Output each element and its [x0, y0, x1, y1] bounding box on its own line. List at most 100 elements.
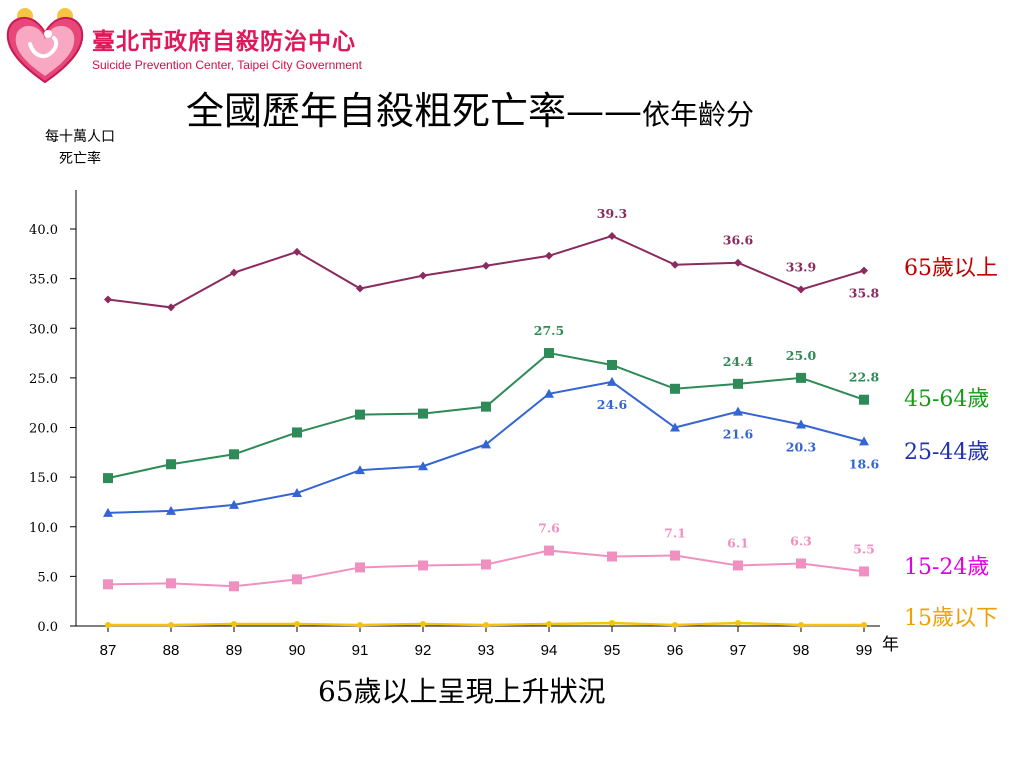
x-tick-label: 98 [793, 642, 810, 659]
data-point [166, 505, 176, 515]
data-label: 7.6 [538, 521, 560, 536]
y-axis-unit: 每十萬人口 死亡率 [30, 126, 130, 170]
data-point [355, 562, 365, 573]
x-tick-label: 92 [415, 642, 432, 659]
y-tick-label: 15.0 [29, 471, 58, 486]
data-point [105, 622, 111, 629]
data-point [859, 436, 869, 446]
data-label: 6.1 [727, 535, 749, 550]
data-label: 27.5 [534, 323, 564, 338]
series-label-65-plus: 65歲以上 [904, 256, 998, 281]
data-point [229, 499, 239, 509]
y-tick-label: 10.0 [29, 521, 58, 536]
x-tick-label: 94 [541, 642, 558, 659]
data-point [859, 394, 869, 405]
data-label: 18.6 [849, 456, 880, 471]
x-tick-label: 87 [100, 642, 117, 659]
data-point [546, 621, 552, 628]
page-title: 全國歷年自殺粗死亡率——依年齡分 [186, 80, 754, 135]
data-point [798, 622, 804, 629]
data-point [735, 620, 741, 627]
data-point [544, 348, 554, 359]
data-point [607, 359, 617, 370]
data-point [861, 622, 867, 629]
x-tick-label: 96 [667, 642, 684, 659]
data-point [418, 560, 428, 571]
data-point [420, 621, 426, 628]
data-point [544, 545, 554, 556]
y-tick-label: 35.0 [29, 273, 58, 288]
x-tick-label: 89 [226, 642, 243, 659]
data-label: 33.9 [786, 260, 816, 275]
chart-caption: 65歲以上呈現上升狀況 [318, 675, 606, 708]
data-label: 21.6 [723, 427, 754, 442]
data-point [859, 566, 869, 577]
data-point [482, 261, 490, 270]
data-point [670, 550, 680, 561]
data-point [481, 559, 491, 570]
data-point [294, 621, 300, 628]
data-label: 39.3 [597, 206, 627, 221]
data-point [797, 285, 805, 294]
data-point [418, 461, 428, 471]
y-unit-line2: 死亡率 [59, 151, 101, 167]
data-label: 35.8 [849, 286, 880, 301]
title-sub: 依年齡分 [642, 98, 755, 131]
data-point [292, 488, 302, 498]
y-tick-label: 20.0 [29, 422, 58, 437]
data-label: 5.5 [853, 541, 875, 556]
data-point [293, 247, 301, 256]
data-label: 36.6 [723, 233, 754, 248]
data-point [356, 284, 364, 293]
data-point [671, 260, 679, 269]
x-tick-label: 99 [856, 642, 873, 659]
series-label-15-24: 15-24歲 [904, 555, 990, 580]
data-label: 7.1 [664, 526, 686, 541]
data-point [292, 427, 302, 438]
data-label: 24.4 [723, 354, 754, 369]
data-point [733, 378, 743, 389]
heart-logo-icon [6, 8, 84, 84]
data-point [608, 231, 616, 240]
data-point [103, 579, 113, 590]
data-label: 6.3 [790, 533, 812, 548]
data-point [103, 473, 113, 484]
data-point [670, 422, 680, 432]
y-tick-label: 40.0 [29, 223, 58, 238]
y-tick-label: 25.0 [29, 372, 58, 387]
y-unit-line1: 每十萬人口 [45, 129, 115, 145]
data-label: 24.6 [597, 397, 628, 412]
data-point [481, 401, 491, 412]
y-tick-label: 30.0 [29, 322, 58, 337]
data-point [733, 560, 743, 571]
data-point [609, 620, 615, 627]
series-label-45-64: 45-64歲 [904, 387, 990, 412]
data-point [355, 465, 365, 475]
data-point [229, 449, 239, 460]
data-point [544, 388, 554, 398]
data-point [860, 266, 868, 275]
org-name-en: Suicide Prevention Center, Taipei City G… [92, 58, 362, 72]
x-axis-unit: 年 [882, 635, 899, 655]
data-point [355, 409, 365, 420]
x-tick-label: 93 [478, 642, 495, 659]
data-point [734, 258, 742, 267]
data-label: 25.0 [786, 348, 817, 363]
data-point [104, 295, 112, 304]
data-point [607, 376, 617, 386]
data-point [607, 551, 617, 562]
data-point [167, 303, 175, 312]
data-point [672, 622, 678, 629]
data-point [229, 581, 239, 592]
data-point [103, 507, 113, 517]
org-name-cn: 臺北市政府自殺防治中心 [92, 29, 356, 55]
title-main: 全國歷年自殺粗死亡率—— [186, 89, 643, 133]
series-label-under-15: 15歲以下 [904, 606, 998, 631]
data-point [166, 578, 176, 589]
data-point [166, 459, 176, 470]
data-point [481, 439, 491, 449]
y-tick-label: 5.0 [37, 570, 58, 585]
y-tick-label: 0.0 [37, 620, 58, 635]
x-tick-label: 90 [289, 642, 306, 659]
